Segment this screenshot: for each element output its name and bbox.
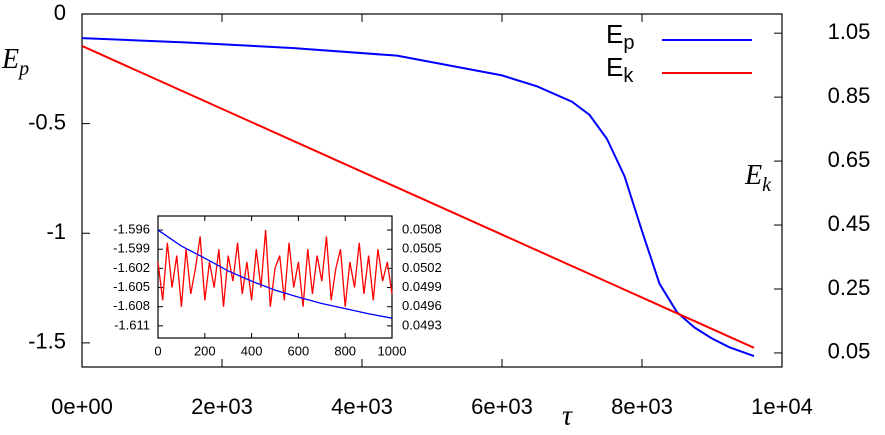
y-axis-label: Ep	[1, 44, 29, 79]
x-tick-label: 4e+03	[331, 394, 393, 419]
y-tick-label: -1.605	[113, 279, 150, 294]
x-tick-label: 800	[334, 343, 356, 358]
x-tick-label: 600	[288, 343, 310, 358]
legend-label: Ep	[606, 19, 634, 54]
y-tick-label: -1	[46, 219, 66, 244]
x-tick-label: 2e+03	[191, 394, 253, 419]
y2-axis-label: Ek	[744, 160, 772, 195]
y-tick-label: -1.611	[114, 317, 150, 332]
y2-tick-label: 0.45	[828, 211, 871, 236]
x-tick-label: 8e+03	[611, 394, 673, 419]
y2-tick-label: 0.0493	[402, 317, 442, 332]
series-line	[157, 229, 393, 319]
x-tick-label: 400	[241, 343, 263, 358]
series-line	[81, 37, 755, 357]
y2-tick-label: 0.85	[828, 83, 871, 108]
x-axis-label: τ	[562, 400, 573, 431]
y2-tick-label: 1.05	[828, 19, 871, 44]
y2-tick-label: 0.65	[828, 147, 871, 172]
y-tick-label: -1.599	[113, 241, 150, 256]
y-tick-label: 0	[54, 0, 66, 25]
y2-tick-label: 0.0505	[402, 241, 442, 256]
x-tick-label: 1e+04	[751, 394, 813, 419]
x-tick-label: 0e+00	[51, 394, 113, 419]
x-tick-label: 200	[194, 343, 216, 358]
y2-tick-label: 0.0502	[402, 260, 442, 275]
plot-frame	[157, 215, 393, 339]
legend-label: Ek	[606, 52, 634, 87]
x-tick-label: 0	[154, 343, 161, 358]
y2-tick-label: 0.0499	[402, 279, 442, 294]
y-tick-label: -1.602	[113, 260, 150, 275]
x-tick-label: 6e+03	[471, 394, 533, 419]
y2-tick-label: 0.05	[828, 339, 871, 364]
y2-tick-label: 0.0508	[402, 221, 442, 236]
y-tick-label: -0.5	[28, 109, 66, 134]
y-tick-label: -1.5	[28, 329, 66, 354]
y2-tick-label: 0.25	[828, 275, 871, 300]
x-tick-label: 1000	[378, 343, 407, 358]
y2-tick-label: 0.0496	[402, 298, 442, 313]
series-line	[157, 229, 393, 307]
y-tick-label: -1.608	[113, 298, 150, 313]
y-tick-label: -1.596	[113, 221, 150, 236]
series-line	[81, 45, 755, 349]
